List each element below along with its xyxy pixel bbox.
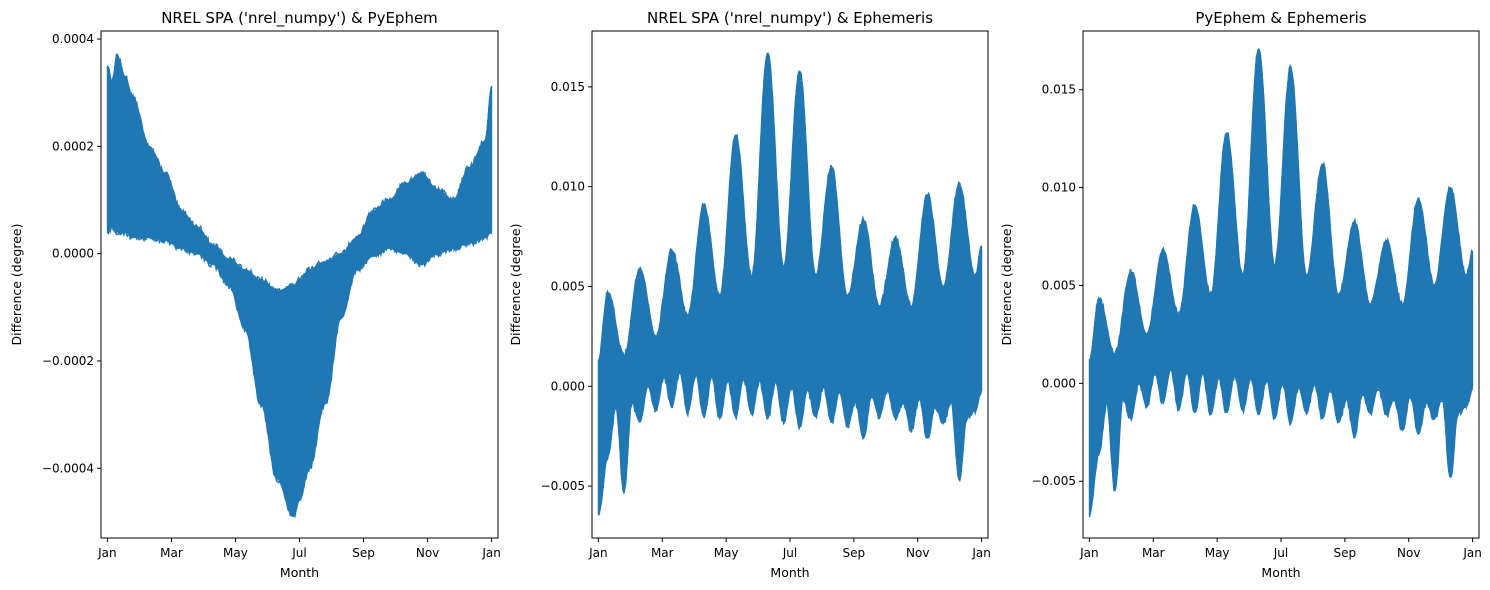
y-tick-label: −0.0004 (42, 461, 94, 475)
y-tick-label: 0.005 (551, 279, 585, 293)
x-tick-label: Jul (782, 546, 797, 560)
series-upper-edge (1089, 48, 1474, 363)
x-tick-label: Sep (1334, 546, 1357, 560)
x-tick-label: Jul (1273, 546, 1288, 560)
subplot-nrel-vs-pyephem: Jan Mar May Jul Sep Nov Jan −0.0004 −0.0002 0.000… (9, 9, 501, 580)
y-tick-label: 0.005 (1042, 278, 1076, 292)
series-upper-edge (597, 52, 983, 363)
series-lower-edge (1088, 366, 1474, 518)
y-tick-label: 0.000 (1042, 376, 1076, 390)
x-tick-label: Jul (291, 546, 306, 560)
x-tick-label: May (714, 546, 739, 560)
chart-title: NREL SPA ('nrel_numpy') & Ephemeris (647, 9, 933, 28)
y-tick-label: 0.000 (551, 379, 585, 393)
y-tick-label: 0.010 (551, 180, 585, 194)
x-tick-label: Nov (906, 546, 929, 560)
x-tick-label: Sep (352, 546, 375, 560)
y-tick-label: 0.015 (1042, 83, 1076, 97)
x-tick-label: Jan (97, 546, 117, 560)
series-band (597, 52, 983, 515)
chart-title: NREL SPA ('nrel_numpy') & PyEphem (161, 9, 438, 28)
y-tick-label: 0.0004 (52, 32, 94, 46)
x-tick-label: Jan (481, 546, 501, 560)
y-tick-label: −0.005 (1032, 474, 1076, 488)
subplot-nrel-vs-ephemeris: Jan Mar May Jul Sep Nov Jan −0.005 0.000 0.005 0.0… (508, 9, 991, 580)
x-axis-label: Month (770, 565, 809, 580)
series-upper-edge (107, 53, 493, 296)
series-lower-edge (106, 224, 493, 519)
series-lower-edge (597, 371, 983, 516)
x-tick-label: Jan (1462, 546, 1482, 560)
y-tick-label: −0.005 (541, 479, 585, 493)
y-axis-label: Difference (degree) (999, 224, 1014, 346)
x-tick-label: May (1205, 546, 1230, 560)
x-tick-label: Nov (1397, 546, 1420, 560)
x-tick-label: Jan (1079, 546, 1099, 560)
y-axis-label: Difference (degree) (9, 224, 24, 346)
y-tick-label: 0.015 (551, 80, 585, 94)
y-tick-label: 0.0000 (52, 247, 94, 261)
x-axis-label: Month (1261, 565, 1300, 580)
x-tick-label: May (223, 546, 248, 560)
y-axis-label: Difference (degree) (508, 224, 523, 346)
x-tick-label: Mar (651, 546, 674, 560)
x-tick-label: Sep (843, 546, 866, 560)
chart-title: PyEphem & Ephemeris (1195, 9, 1366, 27)
x-tick-label: Jan (588, 546, 608, 560)
series-band (106, 54, 493, 518)
x-tick-label: Nov (416, 546, 439, 560)
y-tick-label: 0.010 (1042, 181, 1076, 195)
series-band (1088, 48, 1474, 516)
x-tick-label: Jan (971, 546, 991, 560)
y-tick-label: −0.0002 (42, 354, 94, 368)
x-tick-label: Mar (160, 546, 183, 560)
x-axis-label: Month (280, 565, 319, 580)
subplot-pyephem-vs-ephemeris: Jan Mar May Jul Sep Nov Jan −0.005 0.000 0.005 0.0… (999, 9, 1482, 580)
x-tick-label: Mar (1142, 546, 1165, 560)
y-tick-label: 0.0002 (52, 139, 94, 153)
